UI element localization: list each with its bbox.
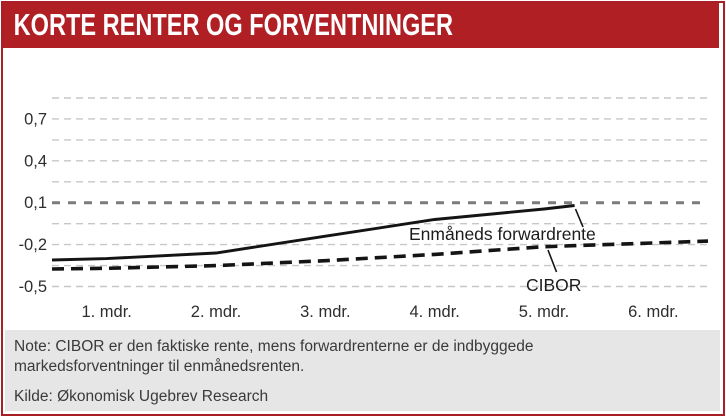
- series-label-leader-line: [574, 208, 584, 228]
- y-axis-tick-label: -0,5: [19, 278, 47, 296]
- chart-title: KORTE RENTER OG FORVENTNINGER: [13, 6, 454, 42]
- x-axis-month-label: 6. mdr.: [628, 303, 678, 321]
- series-line-dashed: [51, 239, 709, 271]
- note-text: Note: CIBOR er den faktiske rente, mens …: [14, 338, 534, 376]
- y-axis-tick-label: -0,2: [19, 236, 47, 254]
- series-label: Enmåneds forwardrente: [409, 224, 596, 244]
- x-axis-month-label: 2. mdr.: [191, 303, 241, 321]
- chart-header-banner: KORTE RENTER OG FORVENTNINGER: [3, 3, 719, 48]
- y-axis-tick-label: 0,7: [24, 110, 47, 128]
- source-text: Kilde: Økonomisk Ugebrev Research: [14, 387, 269, 405]
- y-axis-tick-label: 0,1: [24, 194, 47, 212]
- x-axis-month-label: 5. mdr.: [519, 303, 569, 321]
- x-axis-month-label: 1. mdr.: [81, 303, 131, 321]
- x-axis-month-label: 3. mdr.: [300, 303, 350, 321]
- series-line-solid: [51, 204, 575, 262]
- series-label-leader-line: [547, 249, 558, 273]
- y-axis-tick-label: 0,4: [24, 152, 47, 170]
- note-box: Note: CIBOR er den faktiske rente, mens …: [5, 330, 720, 411]
- series-label: CIBOR: [526, 275, 581, 295]
- x-axis-month-label: 4. mdr.: [409, 303, 459, 321]
